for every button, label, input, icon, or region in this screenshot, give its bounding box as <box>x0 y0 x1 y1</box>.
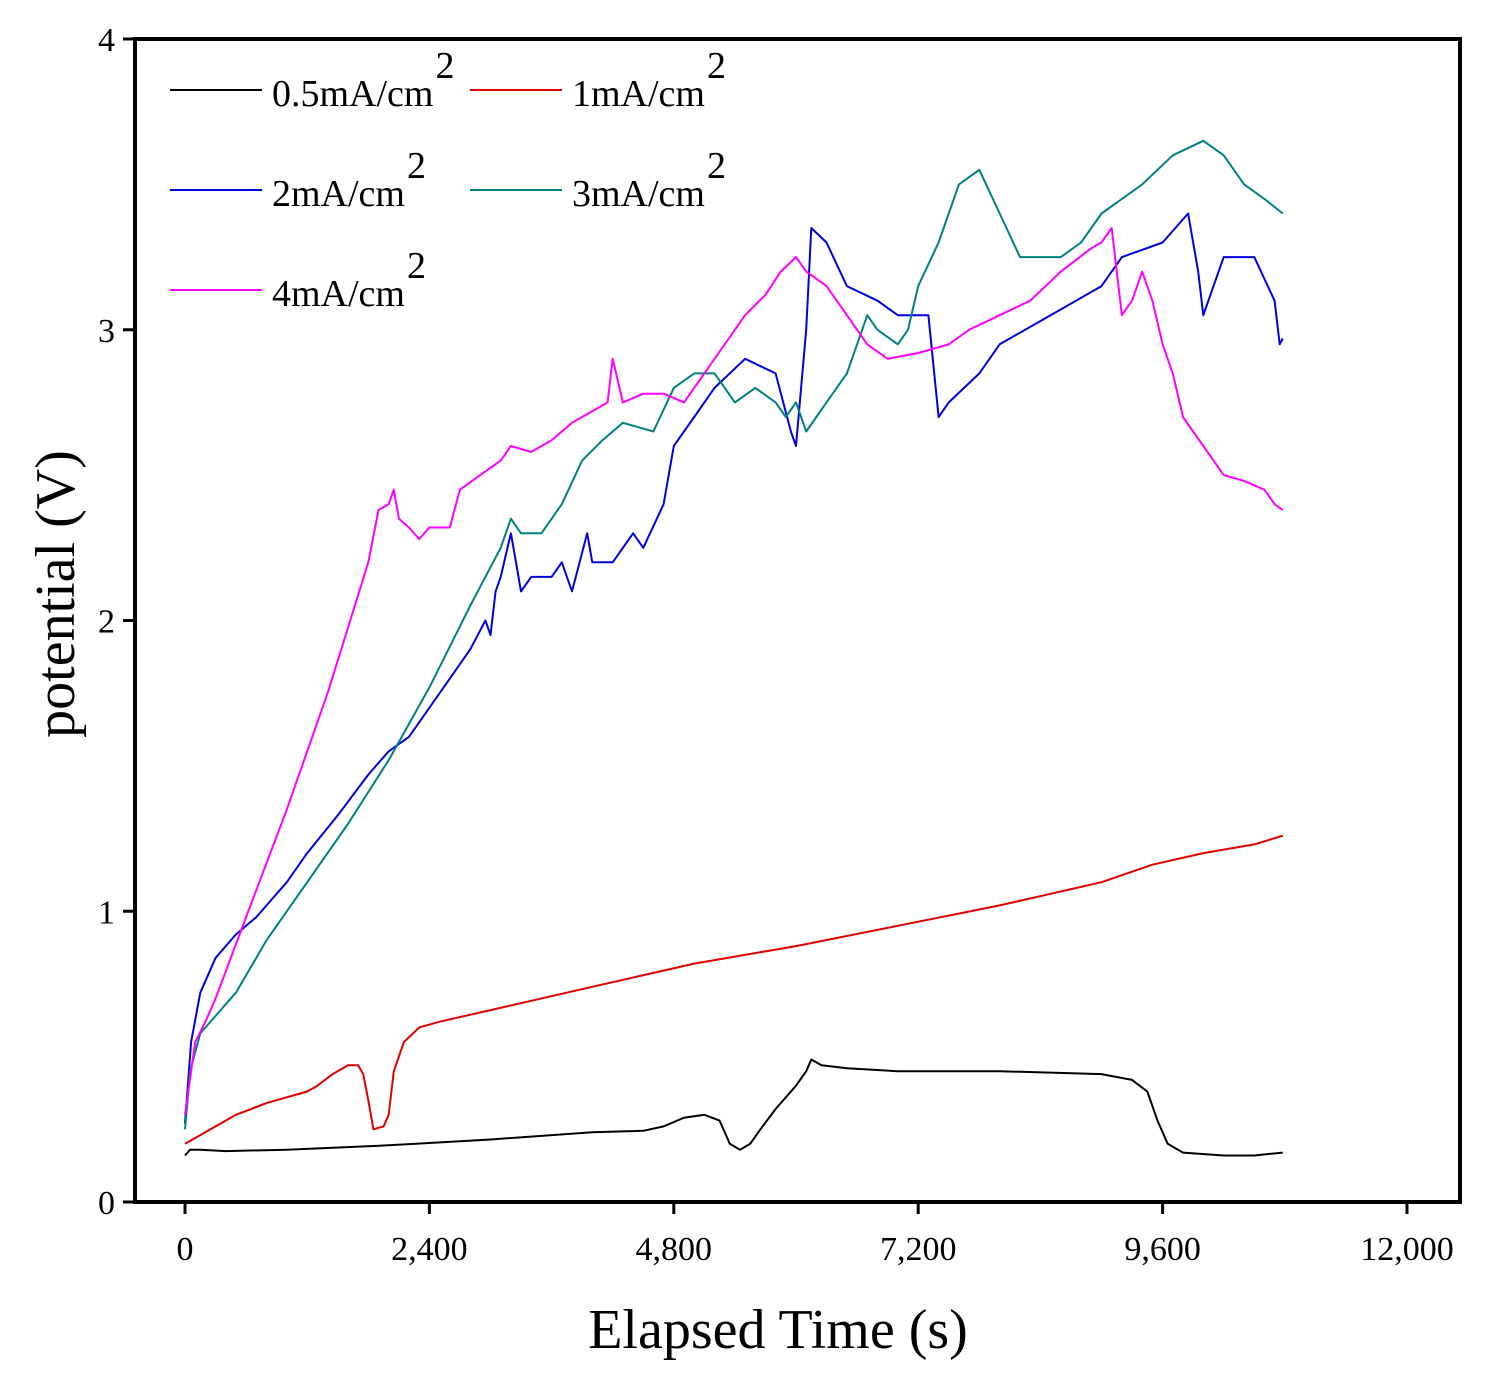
legend-sup-s05: 2 <box>435 45 454 87</box>
legend-label-s1: 1mA/cm <box>572 73 705 115</box>
series-line-s2 <box>184 212 1284 1124</box>
series-line-s4 <box>184 227 1284 1115</box>
legend-sup-s1: 2 <box>707 45 726 87</box>
series-layer <box>184 139 1284 1157</box>
legend-label-s4: 4mA/cm <box>272 273 405 315</box>
tick-layer: 0 2,400 4,800 7,200 9,600 12,000 0 1 2 3 4 <box>98 22 1454 1268</box>
x-tick-label: 4,800 <box>636 1231 713 1268</box>
y-tick-label: 3 <box>98 313 115 350</box>
x-tick-label: 12,000 <box>1360 1231 1454 1268</box>
series-line-s1 <box>184 834 1284 1145</box>
x-axis-title: Elapsed Time (s) <box>588 1299 968 1361</box>
legend-label-s05: 0.5mA/cm <box>272 73 433 115</box>
y-tick-label: 2 <box>98 604 115 641</box>
x-tick-label: 0 <box>177 1231 194 1268</box>
legend-sup-s2: 2 <box>407 145 426 187</box>
legend-sup-s4: 2 <box>407 245 426 287</box>
y-tick-label: 4 <box>98 22 115 59</box>
legend-label-s2: 2mA/cm <box>272 173 405 215</box>
y-tick-label: 0 <box>98 1185 115 1222</box>
legend-label-s3: 3mA/cm <box>572 173 705 215</box>
series-line-s3 <box>184 139 1284 1130</box>
legend-sup-s3: 2 <box>707 145 726 187</box>
x-tick-label: 9,600 <box>1124 1231 1201 1268</box>
y-tick-label: 1 <box>98 894 115 931</box>
x-tick-label: 7,200 <box>880 1231 957 1268</box>
series-line-s05 <box>184 1058 1283 1157</box>
y-axis-title: potential (V) <box>25 450 87 738</box>
x-tick-label: 2,400 <box>391 1231 468 1268</box>
